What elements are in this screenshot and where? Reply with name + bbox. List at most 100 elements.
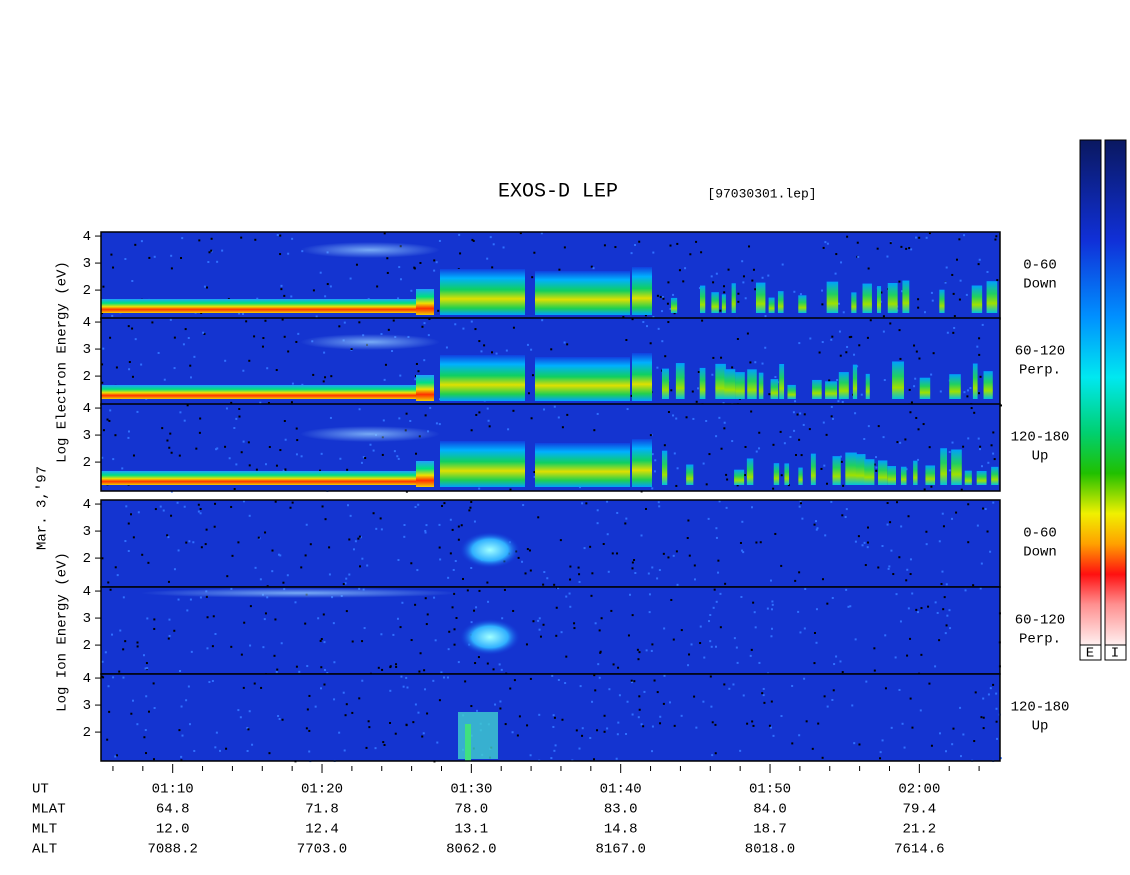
spectrogram-texture (858, 344, 861, 347)
spectrogram-texture (845, 508, 848, 511)
spectrogram-texture (283, 335, 286, 338)
spectrogram-texture (856, 365, 859, 368)
spectrogram-texture (963, 391, 966, 394)
spectrogram-texture (187, 337, 190, 340)
spectrogram-texture (837, 400, 840, 403)
spectrogram-texture (670, 598, 673, 601)
spectrogram-texture (486, 581, 489, 584)
spectrogram-texture (343, 749, 346, 752)
spectrogram-texture (464, 680, 467, 683)
spectrogram-texture (697, 371, 700, 374)
spectrogram-texture (419, 261, 422, 264)
spectrogram-texture (736, 337, 739, 340)
spectrogram-texture (256, 297, 259, 300)
spectrogram-texture (405, 412, 408, 415)
spectrogram-texture (992, 501, 995, 504)
spectrogram-texture (691, 390, 694, 393)
spectrogram-texture (550, 757, 553, 760)
spectrogram-texture (603, 244, 606, 247)
spectrogram-texture (134, 243, 137, 246)
spectrogram-texture (323, 641, 326, 644)
spectrogram-texture (399, 374, 402, 377)
spectrogram-texture (509, 687, 512, 690)
spectrogram-texture (905, 468, 908, 471)
spectrogram-texture (789, 435, 792, 438)
spectrogram-texture (675, 363, 685, 399)
spectrogram-texture (414, 505, 417, 508)
spectrogram-texture (723, 285, 726, 288)
spectrogram-texture (555, 606, 558, 609)
spectrogram-texture (752, 268, 755, 271)
orbit-value: 12.0 (156, 822, 190, 838)
spectrogram-texture (666, 302, 669, 305)
spectrogram-texture (925, 236, 928, 239)
spectrogram-texture (934, 665, 937, 668)
spectrogram-texture (478, 589, 481, 592)
spectrogram-texture (238, 415, 241, 418)
spectrogram-texture (528, 549, 531, 552)
spectrogram-texture (127, 522, 130, 525)
spectrogram-texture (300, 566, 303, 569)
spectrogram-texture (253, 682, 256, 685)
spectrogram-texture (882, 330, 885, 333)
spectrogram-texture (617, 721, 620, 724)
spectrogram-texture (669, 701, 672, 704)
spectrogram-texture (264, 319, 267, 322)
spectrogram-texture (338, 325, 341, 328)
spectrogram-texture (910, 248, 913, 251)
spectrogram-texture (577, 566, 580, 569)
spectrogram-texture (190, 650, 193, 653)
spectrogram-texture (590, 265, 593, 268)
spectrogram-texture (714, 645, 717, 648)
spectrogram-texture (657, 501, 660, 504)
spectrogram-texture (932, 352, 935, 355)
spectrogram-texture (731, 283, 736, 313)
spectrogram-texture (208, 681, 211, 684)
spectrogram-texture (630, 252, 633, 255)
spectrogram-texture (361, 640, 364, 643)
spectrogram-texture (415, 362, 418, 365)
spectrogram-texture (162, 509, 165, 512)
spectrogram-texture (949, 374, 961, 399)
spectrogram-texture (658, 569, 661, 572)
spectrogram-texture (860, 393, 863, 396)
spectrogram-texture (264, 463, 267, 466)
spectrogram-texture (414, 703, 417, 706)
spectrogram-texture (823, 695, 826, 698)
spectrogram-texture (101, 299, 416, 313)
spectrogram-texture (939, 732, 942, 735)
spectrogram-texture (913, 385, 916, 388)
spectrogram-texture (504, 723, 507, 726)
spectrogram-texture (909, 558, 912, 561)
spectrogram-texture (712, 606, 715, 609)
spectrogram-texture (978, 258, 981, 261)
spectrogram-texture (486, 257, 489, 260)
spectrogram-texture (271, 549, 274, 552)
spectrogram-texture (980, 716, 983, 719)
spectrogram-texture (865, 373, 870, 399)
spectrogram-texture (228, 457, 231, 460)
spectrogram-texture (552, 714, 555, 717)
spectrogram-texture (282, 469, 285, 472)
spectrogram-texture (809, 337, 812, 340)
spectrogram-texture (115, 366, 118, 369)
spectrogram-texture (995, 235, 998, 238)
panel-label: 0-60 (1023, 258, 1057, 274)
spectrogram-texture (182, 343, 185, 346)
spectrogram-texture (125, 505, 128, 508)
spectrogram-texture (906, 568, 909, 571)
spectrogram-texture (501, 617, 504, 620)
orbit-value: 21.2 (903, 822, 937, 838)
spectrogram-texture (306, 665, 309, 668)
spectrogram-texture (128, 361, 131, 364)
spectrogram-texture (169, 318, 172, 321)
spectrogram-texture (573, 622, 576, 625)
spectrogram-texture (599, 651, 602, 654)
spectrogram-texture (875, 456, 878, 459)
spectrogram-texture (755, 450, 758, 453)
spectrogram-texture (903, 746, 906, 749)
spectrogram-texture (475, 606, 478, 609)
spectrogram-texture (992, 683, 995, 686)
spectrogram-texture (101, 557, 104, 560)
